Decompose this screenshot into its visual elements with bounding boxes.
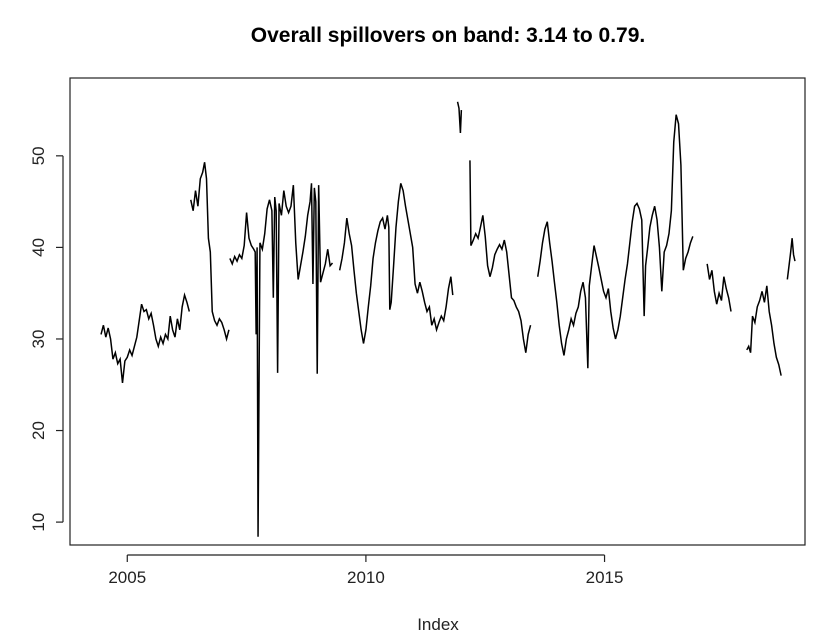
x-ticks: 2005 2010 2015 [108, 555, 623, 587]
series-line-segment [706, 263, 732, 312]
y-tick-label: 30 [29, 330, 48, 349]
series-line-segment [190, 162, 230, 342]
y-tick-label: 10 [29, 513, 48, 532]
y-tick-label: 20 [29, 421, 48, 440]
plot-frame [69, 77, 806, 546]
y-tick-label: 50 [29, 146, 48, 165]
series-line-segment [100, 292, 191, 384]
x-axis-label: Index [417, 615, 459, 634]
y-tick-label: 40 [29, 238, 48, 257]
y-ticks: 10 20 30 40 50 [29, 146, 63, 532]
chart-title: Overall spillovers on band: 3.14 to 0.79… [251, 24, 645, 47]
series-line-segment [536, 114, 694, 369]
series-line-segment [456, 101, 463, 133]
x-axis: 2005 2010 2015 [108, 554, 623, 587]
series-line-segment [229, 183, 334, 537]
series-layer [100, 101, 796, 537]
series-line-segment [338, 183, 454, 344]
x-tick-label: 2010 [347, 568, 385, 587]
series-line-segment [786, 238, 796, 280]
x-tick-label: 2015 [586, 568, 624, 587]
series-line-segment [469, 160, 532, 353]
x-tick-label: 2005 [108, 568, 146, 587]
series-line-segment [746, 285, 782, 376]
y-axis: 10 20 30 40 50 [29, 146, 64, 532]
